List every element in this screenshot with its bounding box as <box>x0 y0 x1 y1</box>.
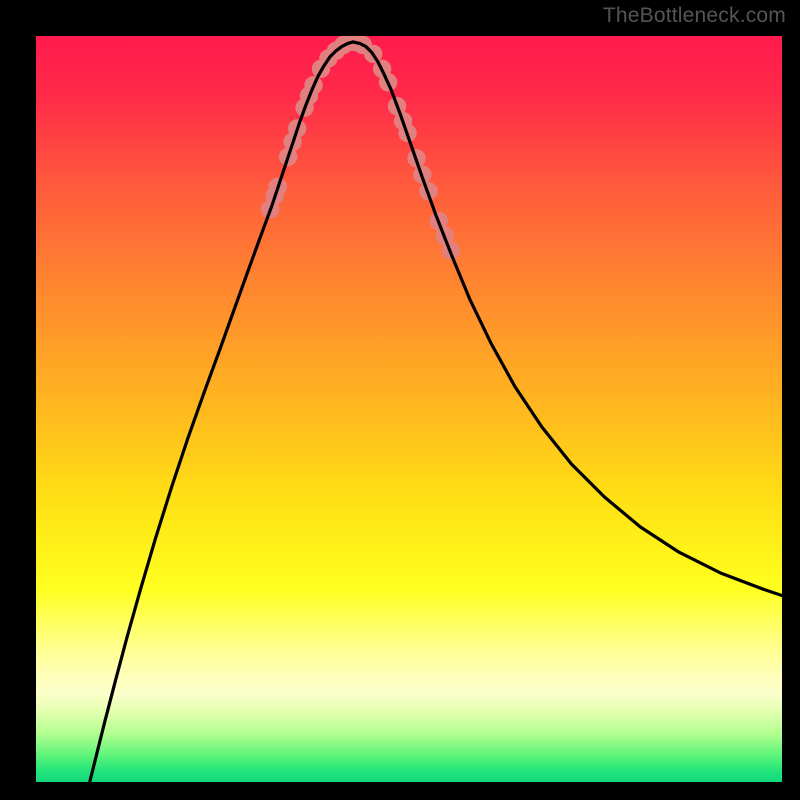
curve-right <box>353 42 782 596</box>
plot-area <box>36 36 782 782</box>
watermark-text: TheBottleneck.com <box>603 4 786 28</box>
curve-left <box>90 42 353 782</box>
curve-layer <box>36 36 782 782</box>
